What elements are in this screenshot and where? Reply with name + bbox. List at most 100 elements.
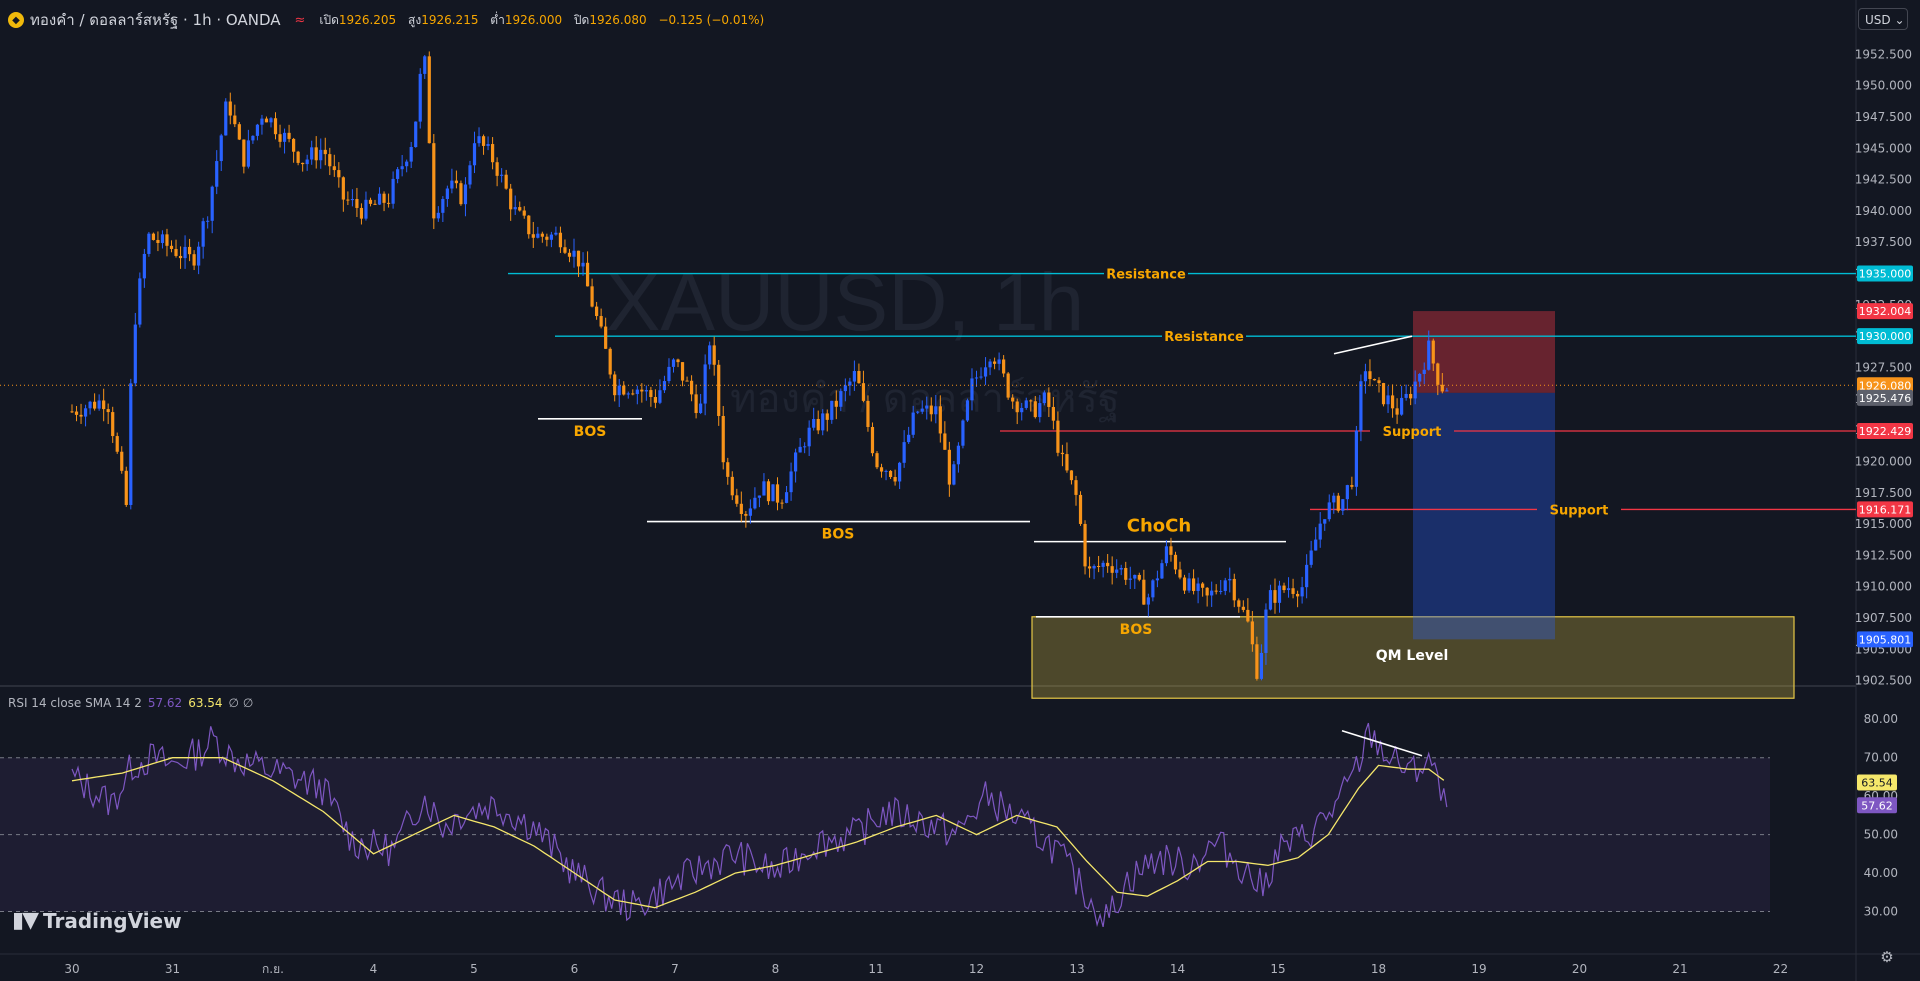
candle-body: [929, 405, 933, 415]
low-value: 1926.000: [504, 12, 563, 27]
level-price-text: 1916.171: [1859, 503, 1912, 516]
candle-body: [418, 73, 422, 122]
candle-body: [771, 484, 775, 502]
time-tick-label: 21: [1672, 962, 1687, 976]
candle-body: [1002, 359, 1006, 374]
level-price-badge: [1857, 265, 1913, 282]
rsi-header[interactable]: RSI 14 close SMA 14 2 57.62 63.54 ∅ ∅: [8, 696, 253, 710]
candle-body: [1160, 563, 1164, 579]
settings-gear-icon[interactable]: ⚙: [1880, 948, 1894, 966]
candle-body: [450, 180, 454, 189]
candle-body: [215, 161, 219, 187]
rsi-tick-label: 40.00: [1864, 866, 1898, 880]
candle-body: [1400, 397, 1404, 415]
candle-body: [699, 403, 703, 414]
candle-body: [1427, 340, 1431, 370]
candle-body: [622, 385, 626, 395]
stop-price-text: 1932.004: [1859, 305, 1912, 318]
candle-body: [93, 401, 97, 409]
candle-body: [798, 446, 802, 453]
close-value: 1926.080: [589, 12, 647, 27]
compare-icon[interactable]: ≈: [294, 12, 306, 28]
candle-body: [386, 202, 391, 204]
candle-body: [323, 149, 327, 155]
candle-body: [405, 161, 409, 167]
candle-body: [468, 165, 472, 185]
candle-body: [1232, 578, 1236, 601]
target-price-text: 1905.801: [1859, 633, 1912, 646]
candle-body: [1228, 578, 1232, 581]
candle-body: [875, 453, 879, 468]
candle-body: [1332, 495, 1336, 503]
candle-body: [142, 253, 146, 279]
time-tick-label: 7: [671, 962, 679, 976]
candle-body: [988, 361, 992, 368]
candle-body: [1056, 420, 1060, 453]
time-tick-label: 15: [1270, 962, 1285, 976]
currency-select[interactable]: USD ⌄: [1858, 8, 1908, 30]
price-tick-label: 1952.500: [1855, 47, 1912, 61]
candle-body: [115, 436, 119, 452]
candle-body: [373, 203, 377, 205]
price-tick-label: 1947.500: [1855, 110, 1912, 124]
candle-body: [604, 326, 608, 349]
structure-label: ChoCh: [1127, 516, 1191, 537]
candle-body: [970, 378, 974, 401]
candle-body: [133, 324, 137, 384]
candle-body: [296, 151, 300, 163]
candle-body: [1205, 587, 1209, 596]
candle-body: [197, 246, 201, 266]
candle-body: [1169, 546, 1173, 555]
time-tick-label: 12: [969, 962, 984, 976]
candle-body: [536, 233, 540, 238]
candle-body: [608, 348, 612, 375]
candle-body: [1097, 565, 1101, 567]
candle-body: [974, 377, 979, 379]
level-label: Resistance: [1164, 330, 1244, 345]
candle-body: [685, 380, 689, 382]
candle-body: [857, 371, 861, 384]
price-tick-label: 1942.500: [1855, 173, 1912, 187]
candle-body: [183, 246, 187, 259]
candle-body: [79, 414, 83, 417]
candle-body: [1268, 590, 1273, 610]
candle-body: [1042, 392, 1046, 404]
candle-body: [1368, 371, 1372, 379]
candle-body: [1413, 381, 1417, 399]
ohlc-readout: เปิด1926.205 สูง1926.215 ต่ำ1926.000 ปิด…: [319, 11, 764, 30]
candle-body: [287, 132, 291, 139]
candle-body: [726, 462, 730, 477]
candle-body: [1418, 373, 1422, 382]
candle-body: [825, 413, 829, 420]
candle-body: [834, 400, 838, 407]
low-label: ต่ำ: [490, 12, 505, 27]
candle-body: [916, 411, 920, 413]
rsi-badge: [1857, 797, 1897, 814]
candle-body: [1060, 452, 1065, 455]
brand-name: TradingView: [43, 908, 182, 933]
chevron-down-icon: ⌄: [1894, 13, 1905, 27]
candle-body: [1436, 363, 1440, 385]
candle-body: [780, 502, 784, 504]
candle-body: [368, 199, 373, 204]
rsi-sma-line: [71, 757, 1445, 909]
candle-body: [341, 177, 345, 200]
change-value: −0.125 (−0.01%): [658, 12, 765, 27]
candle-body: [667, 366, 671, 382]
candle-body: [178, 255, 183, 259]
candle-body: [1051, 406, 1055, 421]
candle-body: [319, 149, 323, 161]
tradingview-logo[interactable]: ▮▼ TradingView: [12, 908, 182, 933]
candle-body: [427, 56, 431, 144]
candle-body: [1191, 578, 1196, 591]
candle-body: [138, 278, 142, 325]
candle-body: [735, 495, 739, 504]
candle-body: [531, 234, 535, 238]
structure-label: BOS: [822, 527, 855, 543]
symbol-title[interactable]: ทองคำ / ดอลลาร์สหรัฐ · 1h · OANDA: [30, 11, 281, 29]
candle-body: [423, 56, 427, 74]
time-tick-label: 11: [868, 962, 883, 976]
candle-body: [1219, 590, 1223, 592]
candle-body: [495, 162, 499, 176]
